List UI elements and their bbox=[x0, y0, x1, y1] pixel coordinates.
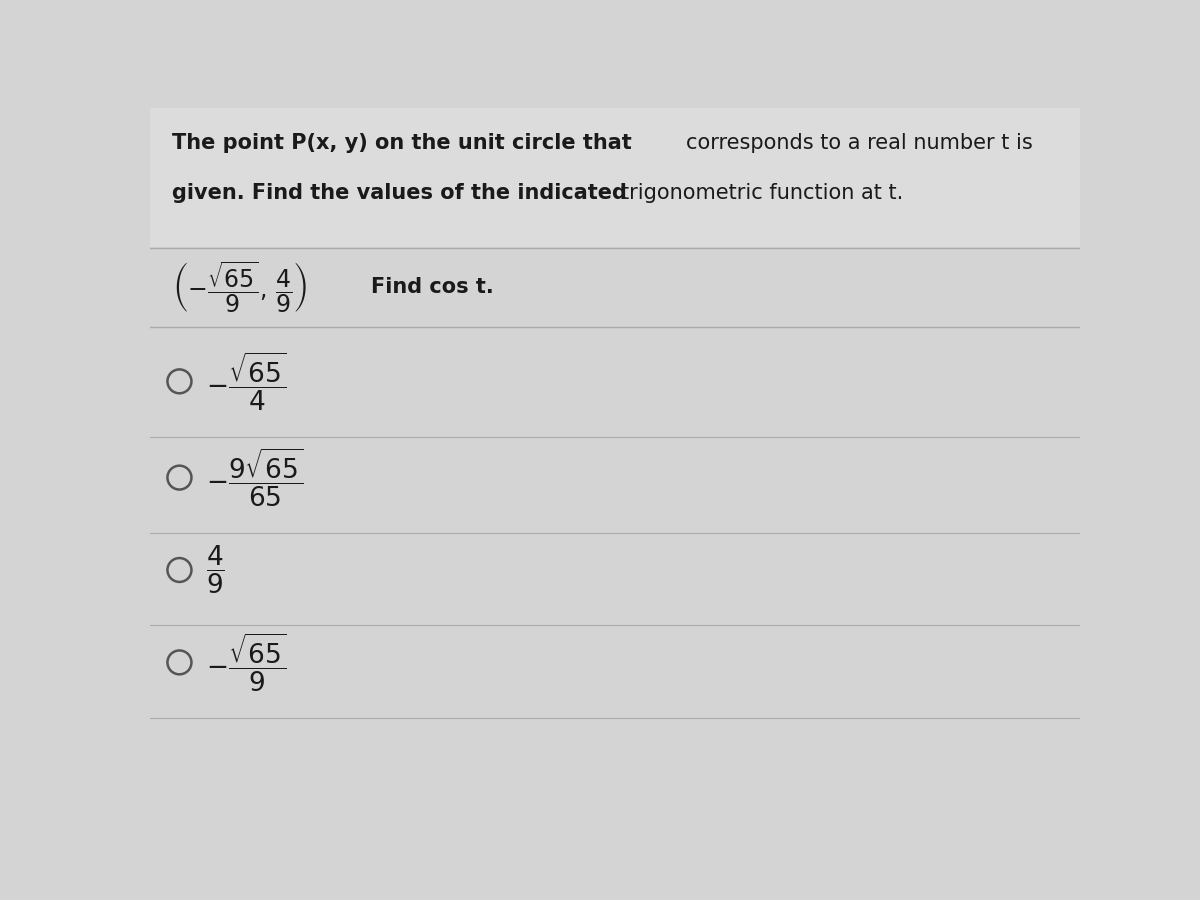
FancyBboxPatch shape bbox=[150, 108, 1080, 247]
Text: $-\dfrac{9\sqrt{65}}{65}$: $-\dfrac{9\sqrt{65}}{65}$ bbox=[206, 446, 302, 509]
Text: trigonometric function at t.: trigonometric function at t. bbox=[622, 183, 904, 202]
Text: given. Find the values of the indicated: given. Find the values of the indicated bbox=[172, 183, 634, 202]
Text: $\left(-\dfrac{\sqrt{65}}{9},\,\dfrac{4}{9}\right)$: $\left(-\dfrac{\sqrt{65}}{9},\,\dfrac{4}… bbox=[172, 258, 307, 314]
Text: The point P(x, y) on the unit circle that: The point P(x, y) on the unit circle tha… bbox=[172, 132, 638, 153]
Text: $-\dfrac{\sqrt{65}}{9}$: $-\dfrac{\sqrt{65}}{9}$ bbox=[206, 631, 286, 694]
Text: $-\dfrac{\sqrt{65}}{4}$: $-\dfrac{\sqrt{65}}{4}$ bbox=[206, 350, 286, 413]
Text: corresponds to a real number t is: corresponds to a real number t is bbox=[686, 132, 1033, 153]
Text: Find cos t.: Find cos t. bbox=[371, 276, 493, 297]
Text: $\dfrac{4}{9}$: $\dfrac{4}{9}$ bbox=[206, 544, 224, 596]
